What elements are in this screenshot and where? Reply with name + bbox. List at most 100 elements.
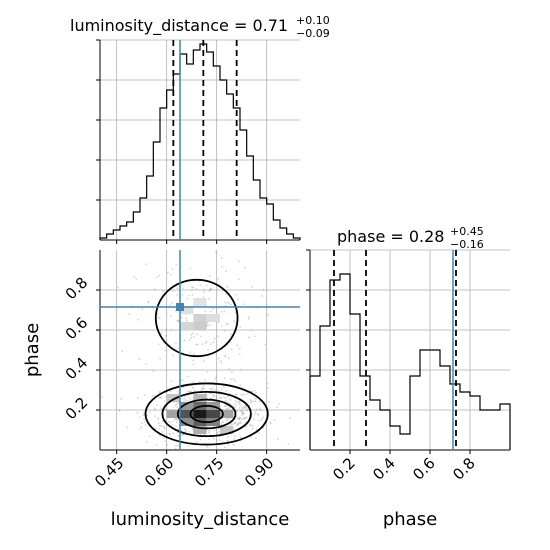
joint-scatter-point-276 <box>208 431 210 434</box>
joint-scatter-point-464 <box>159 396 162 399</box>
joint-scatter-point-681 <box>254 397 256 400</box>
joint-scatter-point-817 <box>160 332 163 334</box>
joint-contour-0-3 <box>189 404 224 424</box>
joint-scatter-point-35 <box>146 414 148 416</box>
joint-scatter-point-515 <box>218 390 221 393</box>
joint-scatter-point-688 <box>234 399 237 402</box>
joint-scatter-point-833 <box>230 348 233 350</box>
joint-scatter-point-697 <box>267 314 270 317</box>
joint-scatter-point-779 <box>141 308 144 310</box>
joint-scatter-point-718 <box>250 329 253 332</box>
joint-scatter-point-533 <box>220 397 223 399</box>
joint-scatter-point-47 <box>227 443 229 446</box>
joint-scatter-point-590 <box>143 418 145 421</box>
joint-scatter-point-725 <box>225 293 228 296</box>
joint-scatter-point-415 <box>160 407 163 410</box>
joint-scatter-point-547 <box>255 428 258 431</box>
joint-scatter-point-488 <box>172 419 175 422</box>
joint-scatter-point-84 <box>241 418 244 421</box>
phase-hist-quantiles <box>333 250 457 450</box>
joint-scatter-point-730 <box>226 302 229 304</box>
joint-scatter-point-303 <box>215 439 218 441</box>
joint-scatter-point-439 <box>139 427 142 430</box>
joint-scatter-point-250 <box>161 420 164 422</box>
joint-scatter-point-301 <box>213 394 216 397</box>
joint-scatter-point-491 <box>184 429 187 431</box>
joint-scatter-point-759 <box>228 302 230 304</box>
joint-scatter-point-816 <box>147 300 150 303</box>
joint-scatter-point-880 <box>225 270 228 273</box>
joint-scatter-point-805 <box>147 301 150 304</box>
joint-scatter-point-839 <box>212 341 215 344</box>
joint-scatter-point-395 <box>191 384 194 387</box>
joint-scatter-point-398 <box>227 395 229 398</box>
joint-scatter-point-615 <box>257 413 259 415</box>
joint-ytick-label-0: 0.2 <box>62 394 92 424</box>
joint-scatter-point-525 <box>240 422 243 425</box>
joint-scatter-point-438 <box>174 404 177 406</box>
joint-scatter-point-689 <box>185 430 188 433</box>
joint-ytick-label-1: 0.4 <box>62 354 92 384</box>
joint-scatter-point-311 <box>259 409 262 412</box>
joint-scatter-point-339 <box>226 419 229 422</box>
joint-scatter-point-606 <box>258 419 260 422</box>
joint-scatter-point-651 <box>216 431 219 434</box>
joint-scatter-point-735 <box>176 320 179 323</box>
joint-scatter-point-694 <box>172 354 175 357</box>
joint-scatter-point-682 <box>206 426 209 428</box>
joint-scatter-point-822 <box>221 289 224 292</box>
joint-scatter-point-837 <box>190 333 193 336</box>
joint-scatter-point-97 <box>170 380 173 383</box>
joint-scatter-point-857 <box>167 271 169 274</box>
ld-hist-ticks <box>96 39 268 244</box>
joint-scatter-point-767 <box>158 274 161 277</box>
joint-scatter-point-467 <box>252 424 254 427</box>
joint-scatter-point-621 <box>175 403 178 406</box>
joint-scatter-point-808 <box>220 310 223 313</box>
joint-scatter-point-165 <box>238 418 241 421</box>
joint-scatter-point-596 <box>227 440 230 443</box>
joint-scatter-point-389 <box>240 393 243 396</box>
joint-scatter-point-200 <box>242 407 245 410</box>
joint-scatter-point-527 <box>224 397 227 399</box>
joint-contour-0-1 <box>161 390 252 438</box>
joint-scatter-point-860 <box>128 313 131 316</box>
joint-scatter-point-221 <box>255 397 258 400</box>
joint-scatter-point-145 <box>241 410 243 412</box>
joint-scatter-point-695 <box>145 363 147 366</box>
joint-scatter-point-823 <box>177 319 180 322</box>
joint-scatter-point-14 <box>243 393 245 396</box>
joint-scatter-point-756 <box>171 268 174 271</box>
joint-scatter-point-332 <box>237 400 239 403</box>
joint-scatter-point-45 <box>158 424 161 427</box>
joint-scatter-point-195 <box>287 443 290 445</box>
joint-scatter-point-54 <box>250 390 253 393</box>
phase-hist-steps <box>309 273 511 450</box>
joint-scatter-point-490 <box>218 439 221 441</box>
joint-scatter-point-738 <box>186 297 189 300</box>
joint-scatter-point-807 <box>217 278 219 280</box>
joint-scatter-point-111 <box>249 398 252 401</box>
joint-scatter-point-396 <box>177 435 180 437</box>
joint-scatter-point-867 <box>196 333 199 336</box>
joint-scatter-point-775 <box>240 368 243 371</box>
joint-scatter-point-127 <box>218 430 221 433</box>
joint-scatter-point-272 <box>176 406 179 409</box>
joint-scatter-point-534 <box>244 406 247 408</box>
joint-scatter-point-755 <box>236 344 239 347</box>
joint-scatter-point-710 <box>195 288 198 290</box>
joint-scatter-point-665 <box>203 385 205 387</box>
joint-scatter-point-315 <box>164 440 167 443</box>
joint-scatter-point-188 <box>174 447 177 450</box>
joint-scatter-point-20 <box>195 441 198 443</box>
joint-scatter-point-707 <box>153 288 156 290</box>
joint-scatter-point-306 <box>221 440 224 443</box>
joint-scatter-point-589 <box>165 395 167 398</box>
phase-title-sup: +0.45 <box>450 225 484 238</box>
joint-scatter-point-485 <box>223 377 226 380</box>
joint-scatter-point-709 <box>117 286 119 289</box>
joint-scatter-point-782 <box>145 263 148 266</box>
joint-scatter-point-722 <box>203 291 206 293</box>
joint-scatter-point-865 <box>176 287 179 290</box>
joint-scatter-point-885 <box>170 273 173 276</box>
